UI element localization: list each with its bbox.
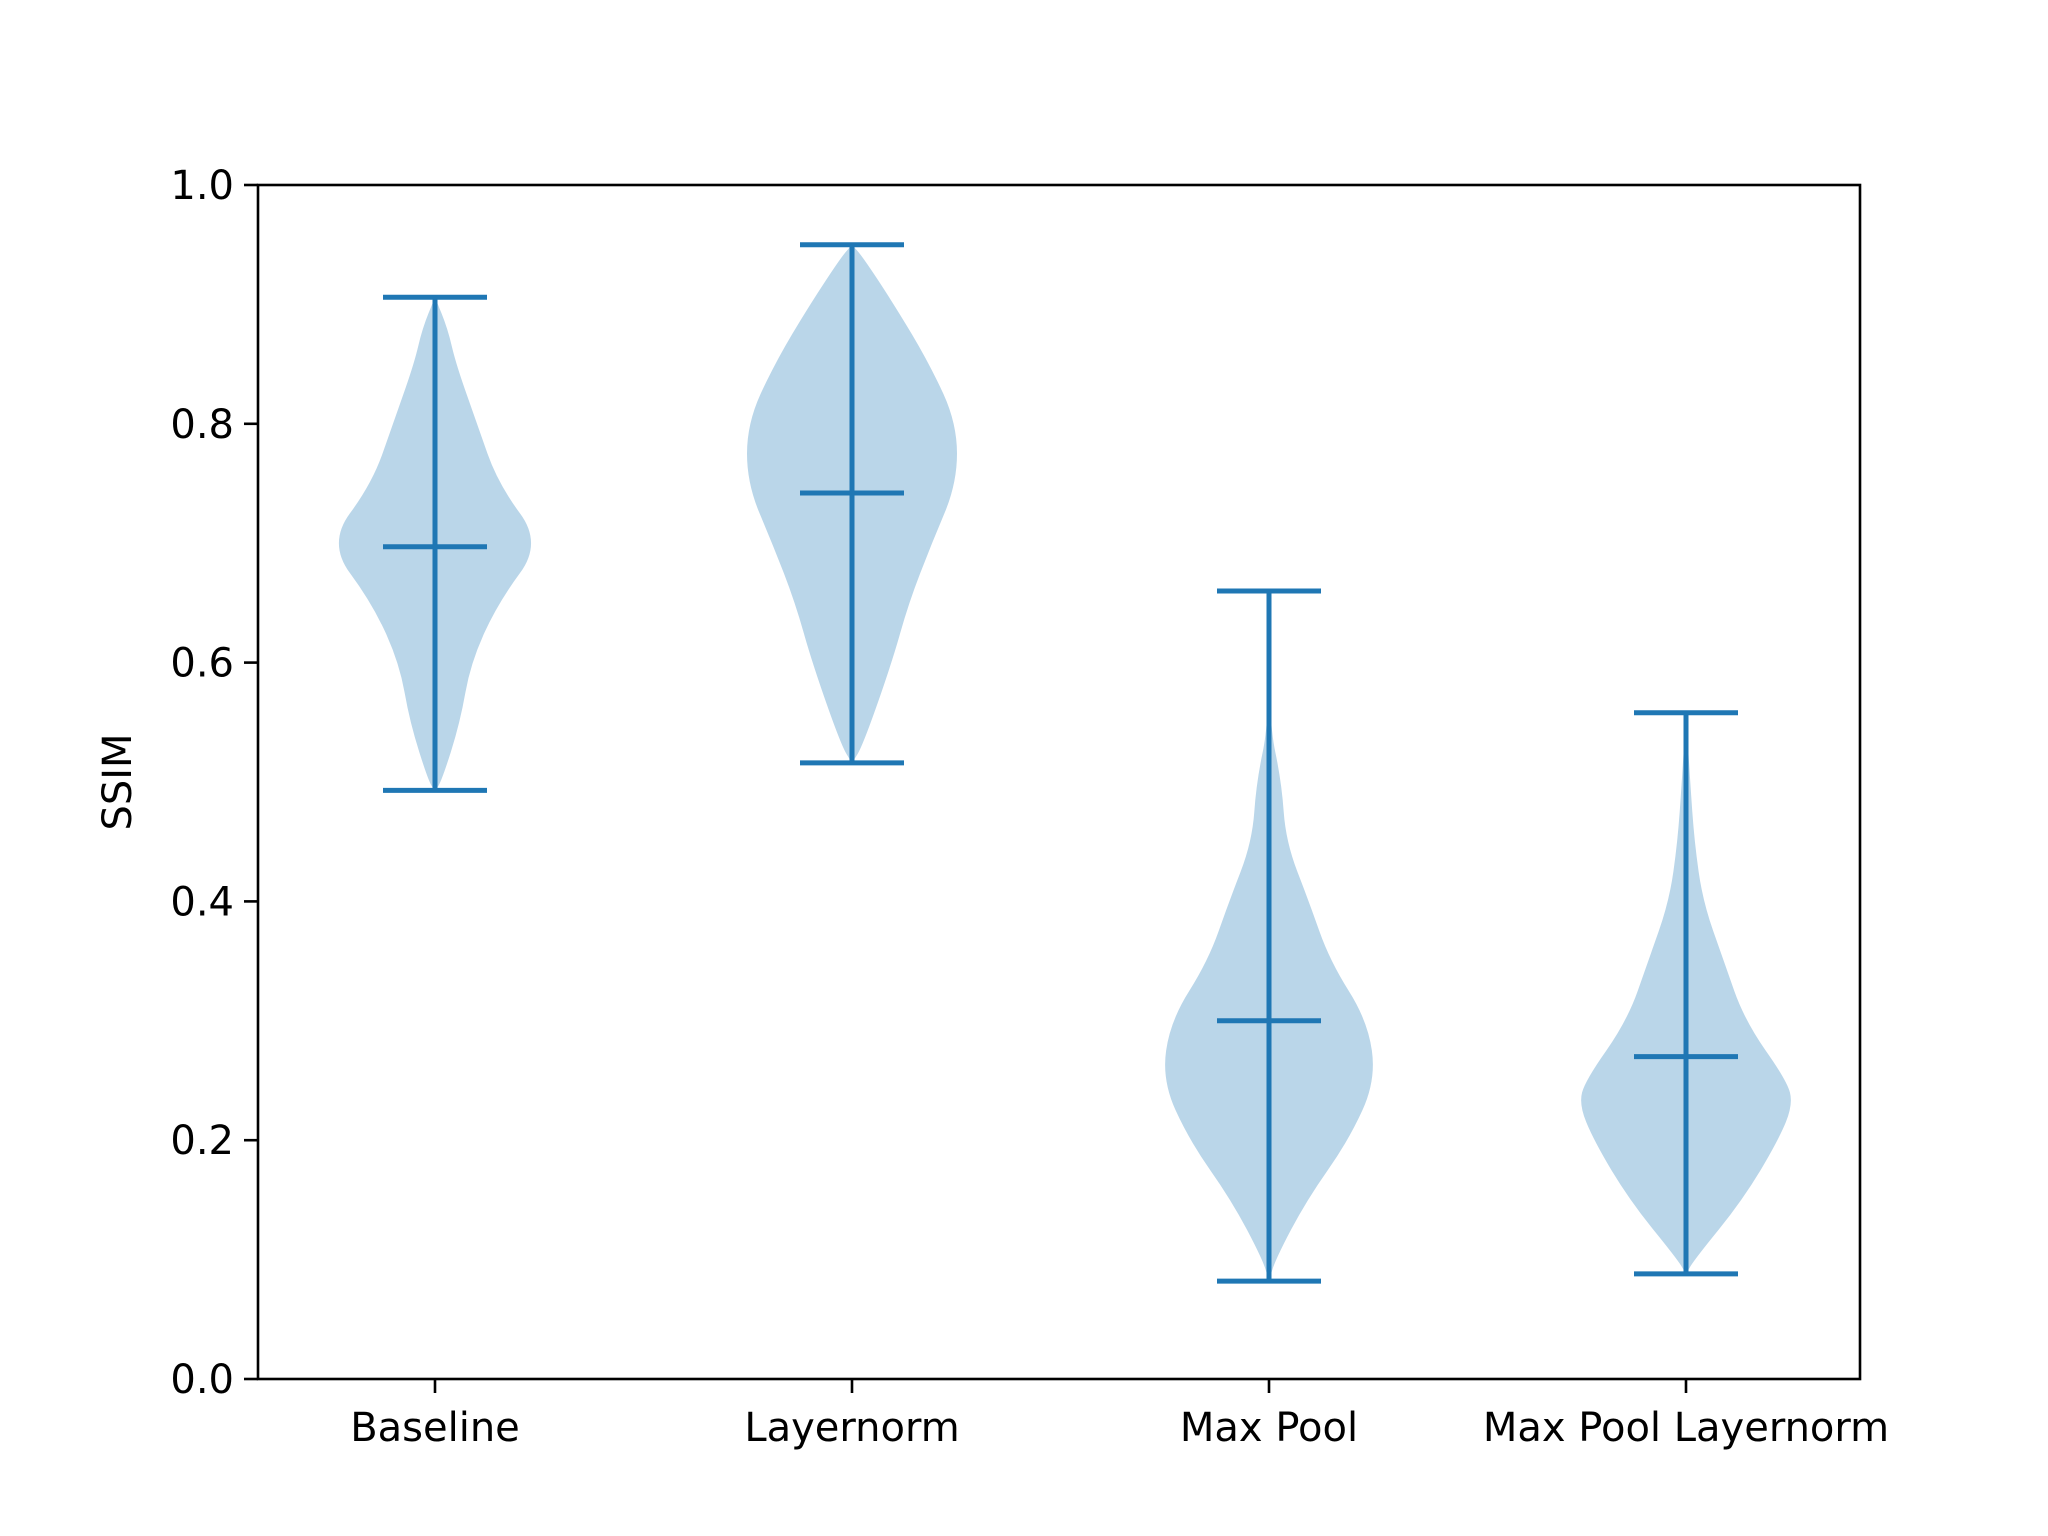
stat-lines-layer: [383, 242, 1738, 1284]
y-axis-title: SSIM: [95, 733, 141, 830]
y-tick-label: 0.4: [170, 879, 234, 925]
y-tick-label: 0.2: [170, 1118, 234, 1164]
y-tick-label: 0.0: [170, 1357, 234, 1403]
x-axis: Baseline Layernorm Max Pool Max Pool Layern…: [350, 1379, 1889, 1451]
x-tick-label: Max Pool Layernorm: [1483, 1405, 1889, 1451]
x-tick-label: Baseline: [350, 1405, 520, 1451]
y-tick-label: 0.6: [170, 641, 234, 687]
x-tick-label: Max Pool: [1180, 1405, 1358, 1451]
x-tick-label: Layernorm: [744, 1405, 959, 1451]
y-tick-label: 0.8: [170, 402, 234, 448]
y-tick-label: 1.0: [170, 163, 234, 209]
y-axis: 0.0 0.2 0.4 0.6 0.8 1.0: [170, 163, 258, 1403]
plot-frame: [256, 183, 1862, 1381]
